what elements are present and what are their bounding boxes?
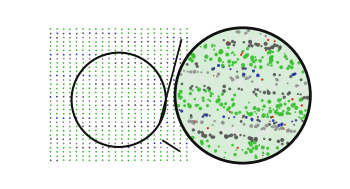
Circle shape bbox=[175, 28, 310, 163]
